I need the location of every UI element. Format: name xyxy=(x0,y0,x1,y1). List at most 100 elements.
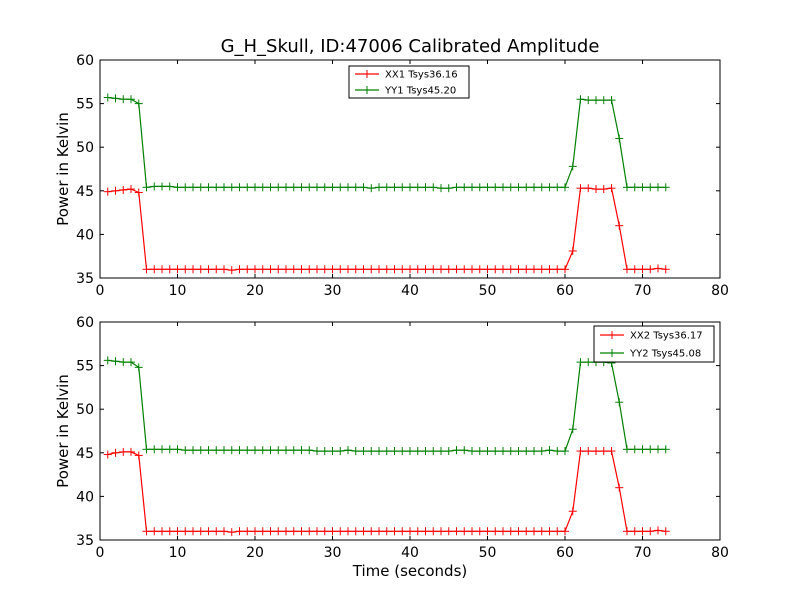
data-point xyxy=(251,183,259,192)
series-1 xyxy=(103,447,670,537)
data-point xyxy=(413,183,422,192)
data-point xyxy=(243,527,252,536)
data-point xyxy=(475,265,484,274)
data-point xyxy=(514,527,523,536)
data-point xyxy=(514,265,523,274)
data-point xyxy=(638,445,647,454)
data-point xyxy=(654,445,662,454)
data-point xyxy=(437,447,445,456)
data-point xyxy=(235,527,244,536)
data-point xyxy=(375,265,383,274)
data-point xyxy=(599,447,608,456)
data-point xyxy=(258,265,267,274)
data-point xyxy=(421,183,430,192)
data-point xyxy=(661,183,670,192)
data-point xyxy=(452,446,461,455)
data-point xyxy=(258,446,267,455)
data-point xyxy=(344,183,352,192)
data-point xyxy=(390,527,399,536)
data-point xyxy=(220,446,228,455)
data-point xyxy=(506,183,515,192)
data-point xyxy=(127,358,135,367)
y-axis-label: Power in Kelvin xyxy=(54,112,72,226)
data-point xyxy=(468,447,476,456)
data-point xyxy=(274,183,283,192)
legend-item: YY2 Tsys45.08 xyxy=(600,349,701,360)
data-point xyxy=(398,527,407,536)
data-point xyxy=(274,265,283,274)
y-tick-label: 45 xyxy=(76,184,94,200)
legend-box xyxy=(593,325,715,363)
x-tick-label: 30 xyxy=(324,545,342,561)
data-point xyxy=(289,183,298,192)
data-point xyxy=(561,447,569,456)
data-point xyxy=(289,527,298,536)
data-point xyxy=(553,265,562,274)
data-point xyxy=(599,185,608,194)
data-point xyxy=(344,265,352,274)
data-point xyxy=(568,507,577,516)
chart-panel-1: 0 10 20 30 40 50 60 70 80 35 40 45 50 55 60 Power in Ke… xyxy=(54,53,729,299)
data-point xyxy=(103,187,112,196)
data-point xyxy=(522,265,531,274)
data-point xyxy=(460,265,469,274)
data-point xyxy=(561,527,569,536)
data-point xyxy=(266,265,275,274)
data-point xyxy=(165,182,174,191)
data-point xyxy=(638,527,647,536)
data-point xyxy=(530,265,538,274)
data-point xyxy=(630,183,639,192)
data-point xyxy=(189,527,197,536)
data-point xyxy=(251,446,259,455)
x-tick-label: 70 xyxy=(634,545,652,561)
data-point xyxy=(444,184,453,193)
data-point xyxy=(313,447,321,456)
data-point xyxy=(204,265,213,274)
data-point xyxy=(313,265,321,274)
data-point xyxy=(344,527,352,536)
data-point xyxy=(592,185,600,194)
data-point xyxy=(359,183,368,192)
data-point xyxy=(429,527,438,536)
x-tick-label: 40 xyxy=(401,283,419,299)
data-point xyxy=(258,183,267,192)
data-point xyxy=(483,265,492,274)
data-point xyxy=(661,265,670,274)
data-point xyxy=(243,265,252,274)
data-point xyxy=(506,447,515,456)
x-tick-label: 0 xyxy=(96,545,105,561)
data-point xyxy=(576,184,585,193)
x-tick-label: 20 xyxy=(246,283,264,299)
data-point xyxy=(282,183,290,192)
data-point xyxy=(305,265,314,274)
data-point xyxy=(390,265,399,274)
data-point xyxy=(398,183,407,192)
data-point xyxy=(344,446,352,455)
data-point xyxy=(460,183,469,192)
data-point xyxy=(111,94,120,103)
data-point xyxy=(297,183,306,192)
data-point xyxy=(111,448,120,457)
data-point xyxy=(235,265,244,274)
x-tick-label: 80 xyxy=(711,545,729,561)
data-point xyxy=(545,183,554,192)
x-tick-label: 40 xyxy=(401,545,419,561)
data-point xyxy=(328,527,337,536)
data-point xyxy=(421,527,430,536)
data-point xyxy=(150,182,159,191)
data-point xyxy=(266,527,275,536)
data-point xyxy=(553,527,562,536)
data-point xyxy=(251,265,259,274)
data-point xyxy=(561,265,569,274)
data-point xyxy=(398,265,407,274)
data-point xyxy=(413,447,422,456)
data-point xyxy=(227,266,236,275)
x-tick-label: 80 xyxy=(711,283,729,299)
data-point xyxy=(615,483,624,492)
legend-label: YY1 Tsys45.20 xyxy=(384,86,456,97)
data-point xyxy=(359,527,368,536)
data-point xyxy=(111,186,120,195)
data-point xyxy=(181,183,190,192)
data-point xyxy=(328,183,337,192)
data-point xyxy=(165,265,174,274)
